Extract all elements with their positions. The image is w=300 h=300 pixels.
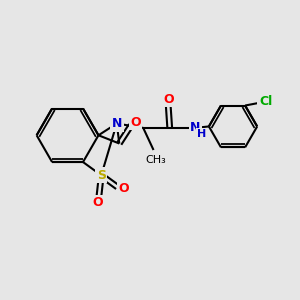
Text: O: O: [163, 93, 174, 106]
Text: N: N: [190, 121, 200, 134]
Text: N: N: [112, 117, 122, 130]
Text: H: H: [196, 129, 206, 139]
Text: S: S: [97, 169, 106, 182]
Text: Cl: Cl: [259, 95, 272, 108]
Text: O: O: [118, 182, 129, 195]
Text: O: O: [130, 116, 141, 129]
Text: CH₃: CH₃: [146, 155, 166, 165]
Text: O: O: [92, 196, 103, 209]
